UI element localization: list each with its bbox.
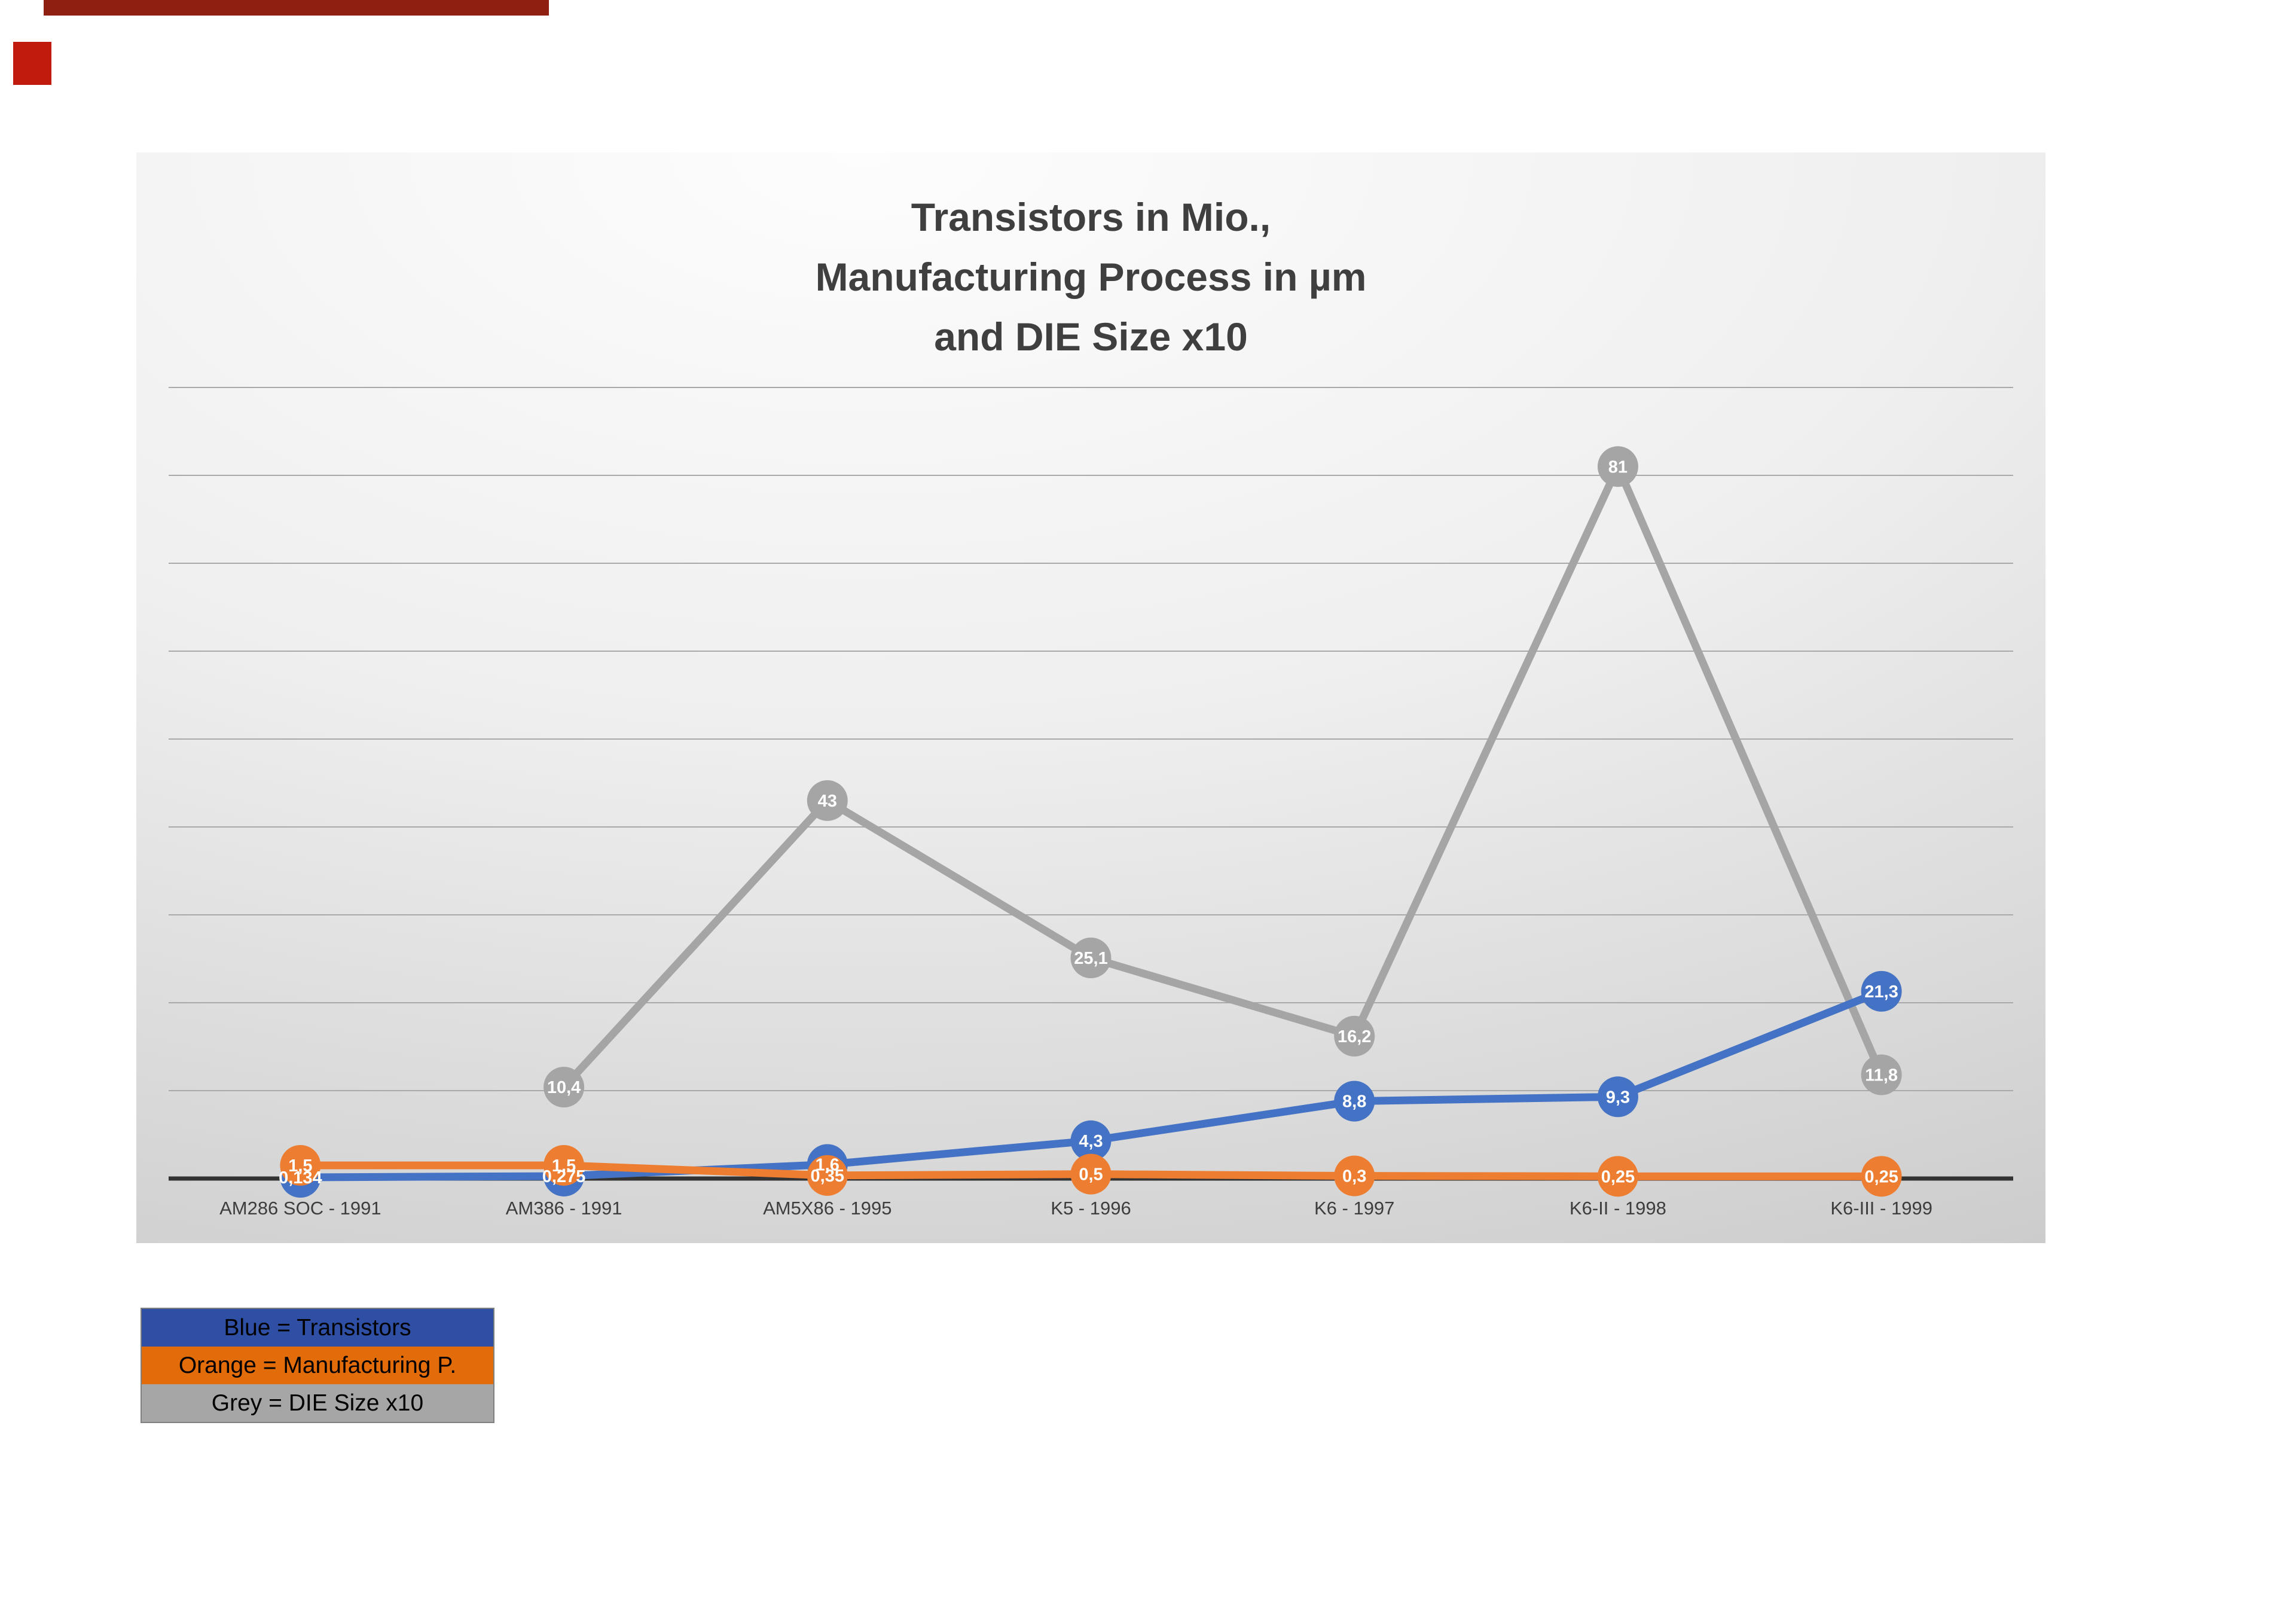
- x-axis-tick-label: AM5X86 - 1995: [763, 1198, 891, 1219]
- data-point: [1861, 1054, 1902, 1095]
- legend-row: Grey = DIE Size x10: [142, 1384, 493, 1422]
- data-label: 43: [818, 792, 837, 811]
- x-axis-tick-label: AM386 - 1991: [506, 1198, 622, 1219]
- data-point: [1861, 970, 1902, 1012]
- data-label: 0,3: [1342, 1167, 1366, 1186]
- chart-panel: AM286 SOC - 1991 AM386 - 1991 AM5X86 - 199…: [136, 152, 2045, 1243]
- data-label: 4,3: [1079, 1132, 1103, 1151]
- data-point: [1070, 1153, 1112, 1195]
- data-point: [1070, 1120, 1112, 1161]
- data-point: [807, 1155, 848, 1196]
- data-label: 11,8: [1865, 1066, 1898, 1085]
- data-label: 1,6: [816, 1155, 839, 1174]
- data-label: 8,8: [1342, 1092, 1366, 1112]
- data-point: [1597, 446, 1638, 487]
- chart-title-line-1: Transistors in Mio.,: [911, 195, 1271, 239]
- legend: Blue = Transistors Orange = Manufacturing…: [141, 1308, 494, 1423]
- data-point: [280, 1144, 321, 1186]
- x-axis-tick-label: K6-II - 1998: [1570, 1198, 1666, 1219]
- data-label: 1,5: [288, 1156, 312, 1176]
- line-chart: AM286 SOC - 1991 AM386 - 1991 AM5X86 - 199…: [169, 387, 2013, 1219]
- x-axis-tick-label: K5 - 1996: [1051, 1198, 1131, 1219]
- data-label: 9,3: [1606, 1088, 1630, 1107]
- data-point: [1334, 1015, 1375, 1057]
- data-label: 0,275: [542, 1167, 586, 1186]
- data-label: 0,5: [1079, 1165, 1103, 1185]
- legend-row: Blue = Transistors: [142, 1309, 493, 1347]
- chart-title: Transistors in Mio., Manufacturing Proce…: [136, 187, 2045, 367]
- data-point: [1334, 1080, 1375, 1122]
- data-label: 16,2: [1338, 1027, 1371, 1046]
- chart-title-line-2: Manufacturing Process in µm: [815, 255, 1367, 299]
- x-axis-tick-label: AM286 SOC - 1991: [219, 1198, 381, 1219]
- red-artifact-square: [13, 42, 51, 85]
- data-point: [1070, 938, 1112, 979]
- data-point: [1334, 1155, 1375, 1196]
- series-line-die-size-x10: [560, 462, 1886, 1091]
- data-label: 0,134: [279, 1168, 322, 1188]
- data-point: [1861, 1156, 1902, 1197]
- x-axis-tick-label: K6 - 1997: [1314, 1198, 1394, 1219]
- data-point: [544, 1144, 585, 1186]
- legend-row: Orange = Manufacturing P.: [142, 1347, 493, 1384]
- data-label: 0,25: [1864, 1167, 1898, 1186]
- data-label: 25,1: [1074, 949, 1107, 968]
- data-label: 81: [1608, 457, 1628, 477]
- red-artifact-strip: [44, 0, 549, 16]
- data-label: 10,4: [547, 1078, 581, 1097]
- data-point: [1597, 1076, 1638, 1118]
- data-point: [1597, 1156, 1638, 1197]
- x-axis-tick-label: K6-III - 1999: [1830, 1198, 1932, 1219]
- data-label: 1,5: [552, 1156, 576, 1176]
- data-point: [544, 1067, 585, 1108]
- data-label: 21,3: [1864, 982, 1898, 1002]
- chart-title-line-3: and DIE Size x10: [934, 315, 1248, 359]
- data-label: 0,35: [811, 1167, 844, 1186]
- data-point: [807, 780, 848, 821]
- data-label: 0,25: [1601, 1167, 1635, 1186]
